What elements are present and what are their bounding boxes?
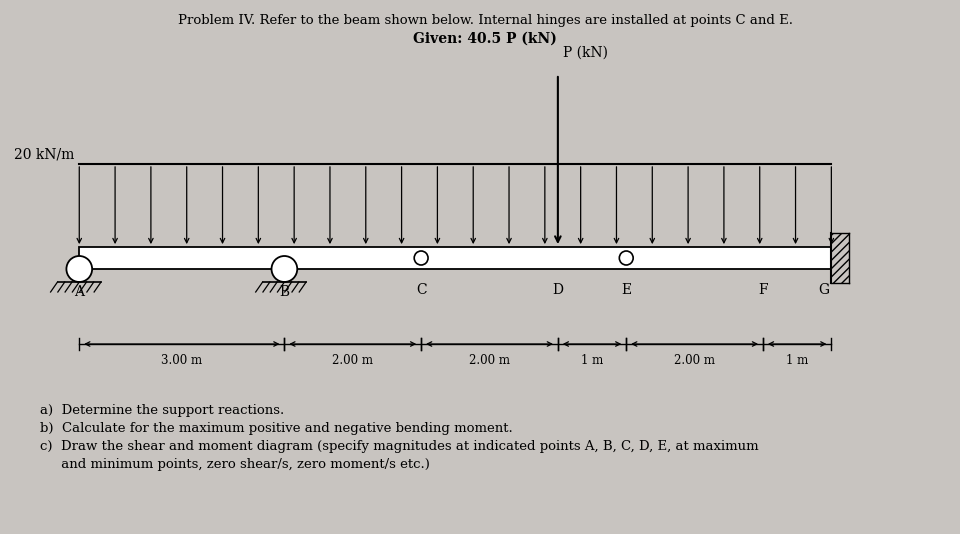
Circle shape — [66, 256, 92, 282]
Text: 2.00 m: 2.00 m — [469, 354, 510, 367]
Text: 3.00 m: 3.00 m — [161, 354, 203, 367]
Circle shape — [414, 251, 428, 265]
Text: 2.00 m: 2.00 m — [674, 354, 715, 367]
Text: 1 m: 1 m — [786, 354, 808, 367]
Text: 2.00 m: 2.00 m — [332, 354, 373, 367]
Text: c)  Draw the shear and moment diagram (specify magnitudes at indicated points A,: c) Draw the shear and moment diagram (sp… — [39, 440, 758, 453]
Text: G: G — [818, 283, 829, 297]
Circle shape — [619, 251, 634, 265]
Text: A: A — [74, 285, 84, 299]
Bar — [831, 233, 850, 283]
Text: b)  Calculate for the maximum positive and negative bending moment.: b) Calculate for the maximum positive an… — [39, 422, 513, 435]
Text: E: E — [621, 283, 632, 297]
Text: Given: 40.5 P (kN): Given: 40.5 P (kN) — [413, 32, 557, 46]
Text: a)  Determine the support reactions.: a) Determine the support reactions. — [39, 404, 284, 417]
Text: 20 kN/m: 20 kN/m — [14, 147, 74, 161]
Text: and minimum points, zero shear/s, zero moment/s etc.): and minimum points, zero shear/s, zero m… — [39, 458, 429, 471]
Text: P (kN): P (kN) — [563, 46, 608, 60]
Text: 1 m: 1 m — [581, 354, 603, 367]
Bar — [80, 247, 831, 269]
Text: F: F — [758, 283, 768, 297]
Text: D: D — [552, 283, 564, 297]
Text: C: C — [416, 283, 426, 297]
Text: Problem IV. Refer to the beam shown below. Internal hinges are installed at poin: Problem IV. Refer to the beam shown belo… — [178, 14, 793, 27]
Circle shape — [272, 256, 298, 282]
Text: B: B — [279, 285, 290, 299]
